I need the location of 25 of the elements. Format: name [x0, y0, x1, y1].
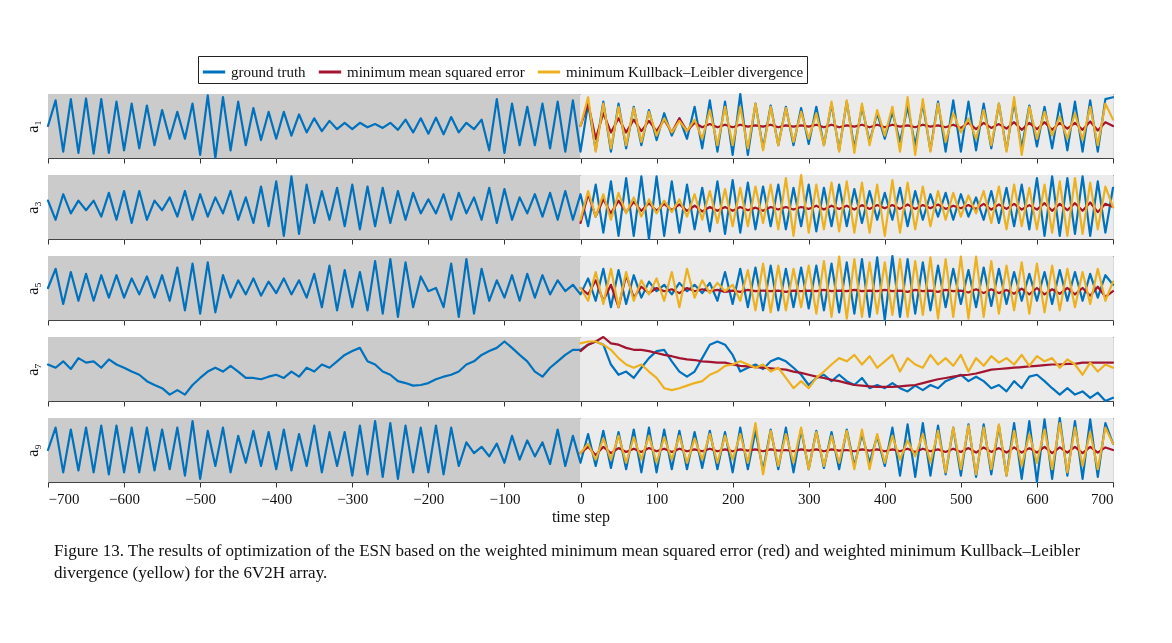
x-tick-label: 600	[1026, 490, 1049, 507]
x-axis-title: time step	[551, 507, 611, 526]
x-tick-label: 300	[797, 490, 821, 507]
y-axis-title: a₁	[23, 120, 41, 133]
y-axis-title: a₉	[23, 444, 41, 457]
x-tick-label: −400	[261, 490, 293, 507]
x-tick-label: −600	[109, 490, 141, 507]
x-tick-label: 700	[1091, 490, 1114, 507]
caption: Figure 13. The results of optimization of the ESN based on the weighted minimum mean squared error (red) and weighted minimum Kullback–Leibler divergence (yellow) for the 6V2H array.	[54, 540, 1082, 585]
x-tick-label: 100	[645, 490, 669, 507]
legend-label: minimum Kullback–Leibler divergence	[566, 64, 804, 80]
x-tick-label: 500	[950, 490, 973, 507]
x-tick-label: −500	[185, 490, 217, 507]
legend-label: minimum mean squared error	[347, 64, 525, 80]
x-tick-label: 400	[874, 490, 897, 507]
x-tick-label: −200	[413, 490, 445, 507]
y-axis-title: a₇	[23, 363, 41, 376]
x-tick-label: 200	[721, 490, 745, 507]
x-tick-label: −100	[489, 490, 521, 507]
x-tick-label: −300	[337, 490, 369, 507]
x-tick-label: 0	[577, 490, 585, 507]
y-axis-title: a₅	[23, 282, 41, 295]
x-tick-label: −700	[48, 490, 80, 507]
y-axis-title: a₃	[23, 201, 41, 214]
legend-label: ground truth	[231, 64, 307, 80]
